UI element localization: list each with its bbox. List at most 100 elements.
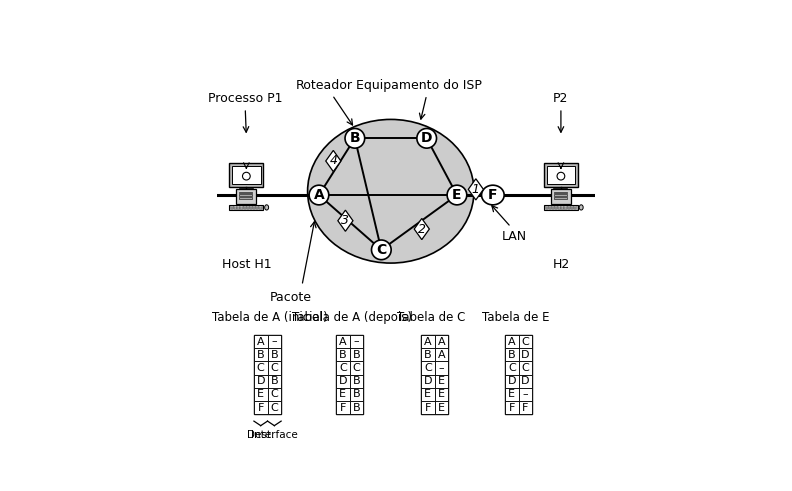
FancyBboxPatch shape (546, 206, 548, 207)
FancyBboxPatch shape (336, 335, 364, 414)
Ellipse shape (307, 119, 474, 263)
FancyBboxPatch shape (256, 207, 258, 208)
Text: –: – (353, 336, 360, 347)
Circle shape (345, 129, 364, 148)
Text: A: A (508, 336, 516, 347)
FancyBboxPatch shape (259, 206, 261, 207)
FancyBboxPatch shape (421, 348, 435, 361)
Text: F: F (257, 403, 264, 413)
Text: E: E (438, 389, 445, 400)
FancyBboxPatch shape (552, 207, 554, 208)
Text: E: E (425, 389, 432, 400)
Text: B: B (424, 350, 432, 360)
FancyBboxPatch shape (568, 207, 570, 208)
Text: 2: 2 (417, 222, 426, 236)
Text: E: E (438, 403, 445, 413)
Text: 1: 1 (472, 183, 480, 196)
FancyBboxPatch shape (549, 207, 551, 208)
Text: Host H1: Host H1 (222, 258, 271, 272)
FancyBboxPatch shape (349, 375, 364, 388)
Text: E: E (508, 389, 516, 400)
Text: D: D (521, 376, 530, 386)
FancyBboxPatch shape (246, 207, 249, 208)
FancyBboxPatch shape (552, 206, 554, 207)
FancyBboxPatch shape (565, 206, 567, 207)
FancyBboxPatch shape (253, 206, 255, 207)
FancyBboxPatch shape (241, 208, 243, 209)
FancyBboxPatch shape (421, 401, 435, 414)
Text: –: – (439, 363, 444, 373)
Text: LAN: LAN (502, 230, 527, 243)
FancyBboxPatch shape (562, 206, 564, 207)
FancyBboxPatch shape (241, 207, 243, 208)
Text: Tabela de A (depois): Tabela de A (depois) (292, 311, 412, 324)
Text: Equipamento do ISP: Equipamento do ISP (356, 79, 482, 92)
FancyBboxPatch shape (244, 207, 246, 208)
Ellipse shape (265, 205, 268, 210)
Text: D: D (521, 350, 530, 360)
Text: D: D (421, 131, 432, 145)
Polygon shape (468, 179, 483, 200)
FancyBboxPatch shape (336, 361, 349, 375)
FancyBboxPatch shape (241, 206, 243, 207)
Text: F: F (508, 403, 515, 413)
FancyBboxPatch shape (244, 206, 246, 207)
Text: D: D (338, 376, 347, 386)
FancyBboxPatch shape (246, 206, 249, 207)
FancyBboxPatch shape (249, 208, 252, 209)
Text: –: – (523, 389, 528, 400)
FancyBboxPatch shape (231, 208, 234, 209)
Text: B: B (352, 389, 360, 400)
Text: C: C (352, 363, 360, 373)
FancyBboxPatch shape (336, 401, 349, 414)
Text: C: C (508, 363, 516, 373)
FancyBboxPatch shape (268, 388, 281, 401)
FancyBboxPatch shape (239, 197, 253, 199)
Text: A: A (257, 336, 265, 347)
Text: C: C (521, 336, 529, 347)
FancyBboxPatch shape (554, 194, 567, 196)
FancyBboxPatch shape (551, 189, 571, 204)
FancyBboxPatch shape (519, 401, 532, 414)
FancyBboxPatch shape (231, 206, 234, 207)
FancyBboxPatch shape (570, 207, 573, 208)
FancyBboxPatch shape (256, 206, 258, 207)
FancyBboxPatch shape (505, 361, 519, 375)
Circle shape (371, 240, 391, 260)
Text: 3: 3 (341, 214, 349, 227)
Text: C: C (270, 363, 278, 373)
FancyBboxPatch shape (268, 375, 281, 388)
Text: B: B (352, 350, 360, 360)
FancyBboxPatch shape (570, 208, 573, 209)
FancyBboxPatch shape (558, 208, 561, 209)
Text: C: C (521, 363, 529, 373)
FancyBboxPatch shape (558, 207, 561, 208)
FancyBboxPatch shape (555, 208, 558, 209)
Text: F: F (340, 403, 346, 413)
FancyBboxPatch shape (254, 401, 268, 414)
Text: Dest.: Dest. (247, 430, 274, 440)
FancyBboxPatch shape (234, 206, 237, 207)
Text: C: C (270, 389, 278, 400)
Text: E: E (339, 389, 346, 400)
Text: C: C (257, 363, 265, 373)
FancyBboxPatch shape (435, 361, 448, 375)
Text: D: D (508, 376, 516, 386)
FancyBboxPatch shape (254, 335, 268, 348)
FancyBboxPatch shape (336, 388, 349, 401)
FancyBboxPatch shape (254, 375, 268, 388)
FancyBboxPatch shape (554, 197, 567, 199)
Text: A: A (314, 188, 324, 202)
FancyBboxPatch shape (519, 361, 532, 375)
FancyBboxPatch shape (237, 189, 257, 204)
FancyBboxPatch shape (246, 208, 249, 209)
FancyBboxPatch shape (544, 164, 578, 188)
FancyBboxPatch shape (435, 375, 448, 388)
FancyBboxPatch shape (549, 206, 551, 207)
Text: A: A (339, 336, 347, 347)
FancyBboxPatch shape (549, 208, 551, 209)
FancyBboxPatch shape (336, 375, 349, 388)
FancyBboxPatch shape (505, 348, 519, 361)
Text: F: F (488, 188, 497, 202)
Text: Pacote: Pacote (269, 291, 311, 303)
